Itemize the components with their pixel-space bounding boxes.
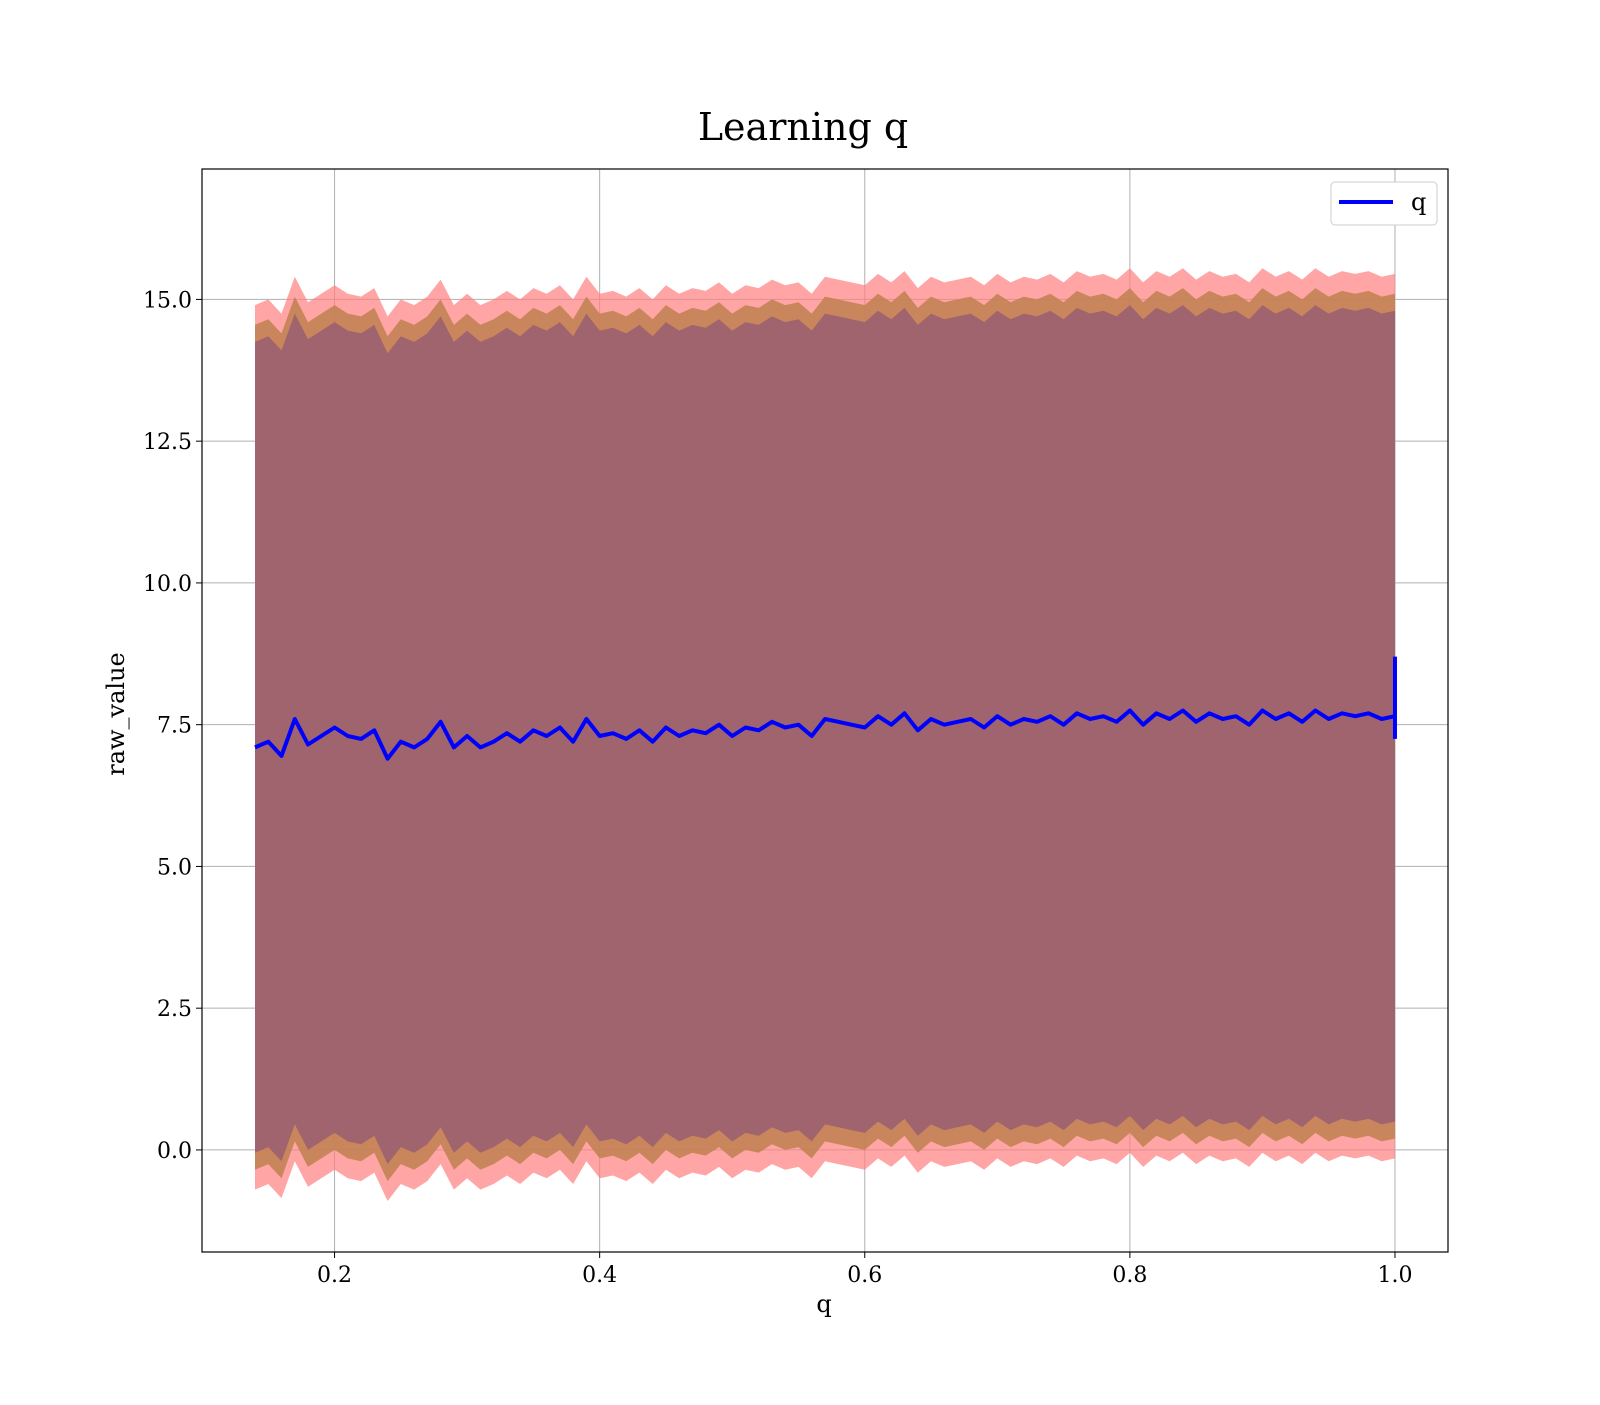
- line-layer: [254, 656, 1397, 761]
- y-axis-label: raw_value: [102, 652, 130, 776]
- y-tick-label: 0.0: [157, 1139, 192, 1164]
- y-tick-label: 5.0: [157, 855, 192, 880]
- band-layer: [255, 225, 1395, 1201]
- legend-label: q: [1411, 188, 1426, 216]
- y-tick-label: 2.5: [157, 997, 192, 1022]
- x-tick-label: 0.8: [1112, 1263, 1147, 1288]
- x-axis-label: q: [816, 1290, 831, 1318]
- series-line-q: [254, 708, 1396, 761]
- y-tick-label: 12.5: [143, 430, 192, 455]
- x-tick-label: 0.6: [847, 1263, 882, 1288]
- plot-frame: [201, 168, 1449, 1253]
- x-tick-label: 0.2: [317, 1263, 352, 1288]
- legend: q: [1330, 181, 1438, 226]
- y-tick-label: 10.0: [143, 572, 192, 597]
- x-tick-label: 0.4: [582, 1263, 617, 1288]
- band-inner: [255, 305, 1395, 1165]
- chart-title: Learning q: [698, 105, 908, 149]
- x-tick-label: 1.0: [1377, 1263, 1412, 1288]
- y-tick-label: 7.5: [157, 714, 192, 739]
- tick-layer: 0.2 0.4 0.6 0.8 1.0 0.0 2.5 5.0 7.5 10.0 12.5 15.0: [143, 288, 1412, 1288]
- y-tick-label: 15.0: [143, 288, 192, 313]
